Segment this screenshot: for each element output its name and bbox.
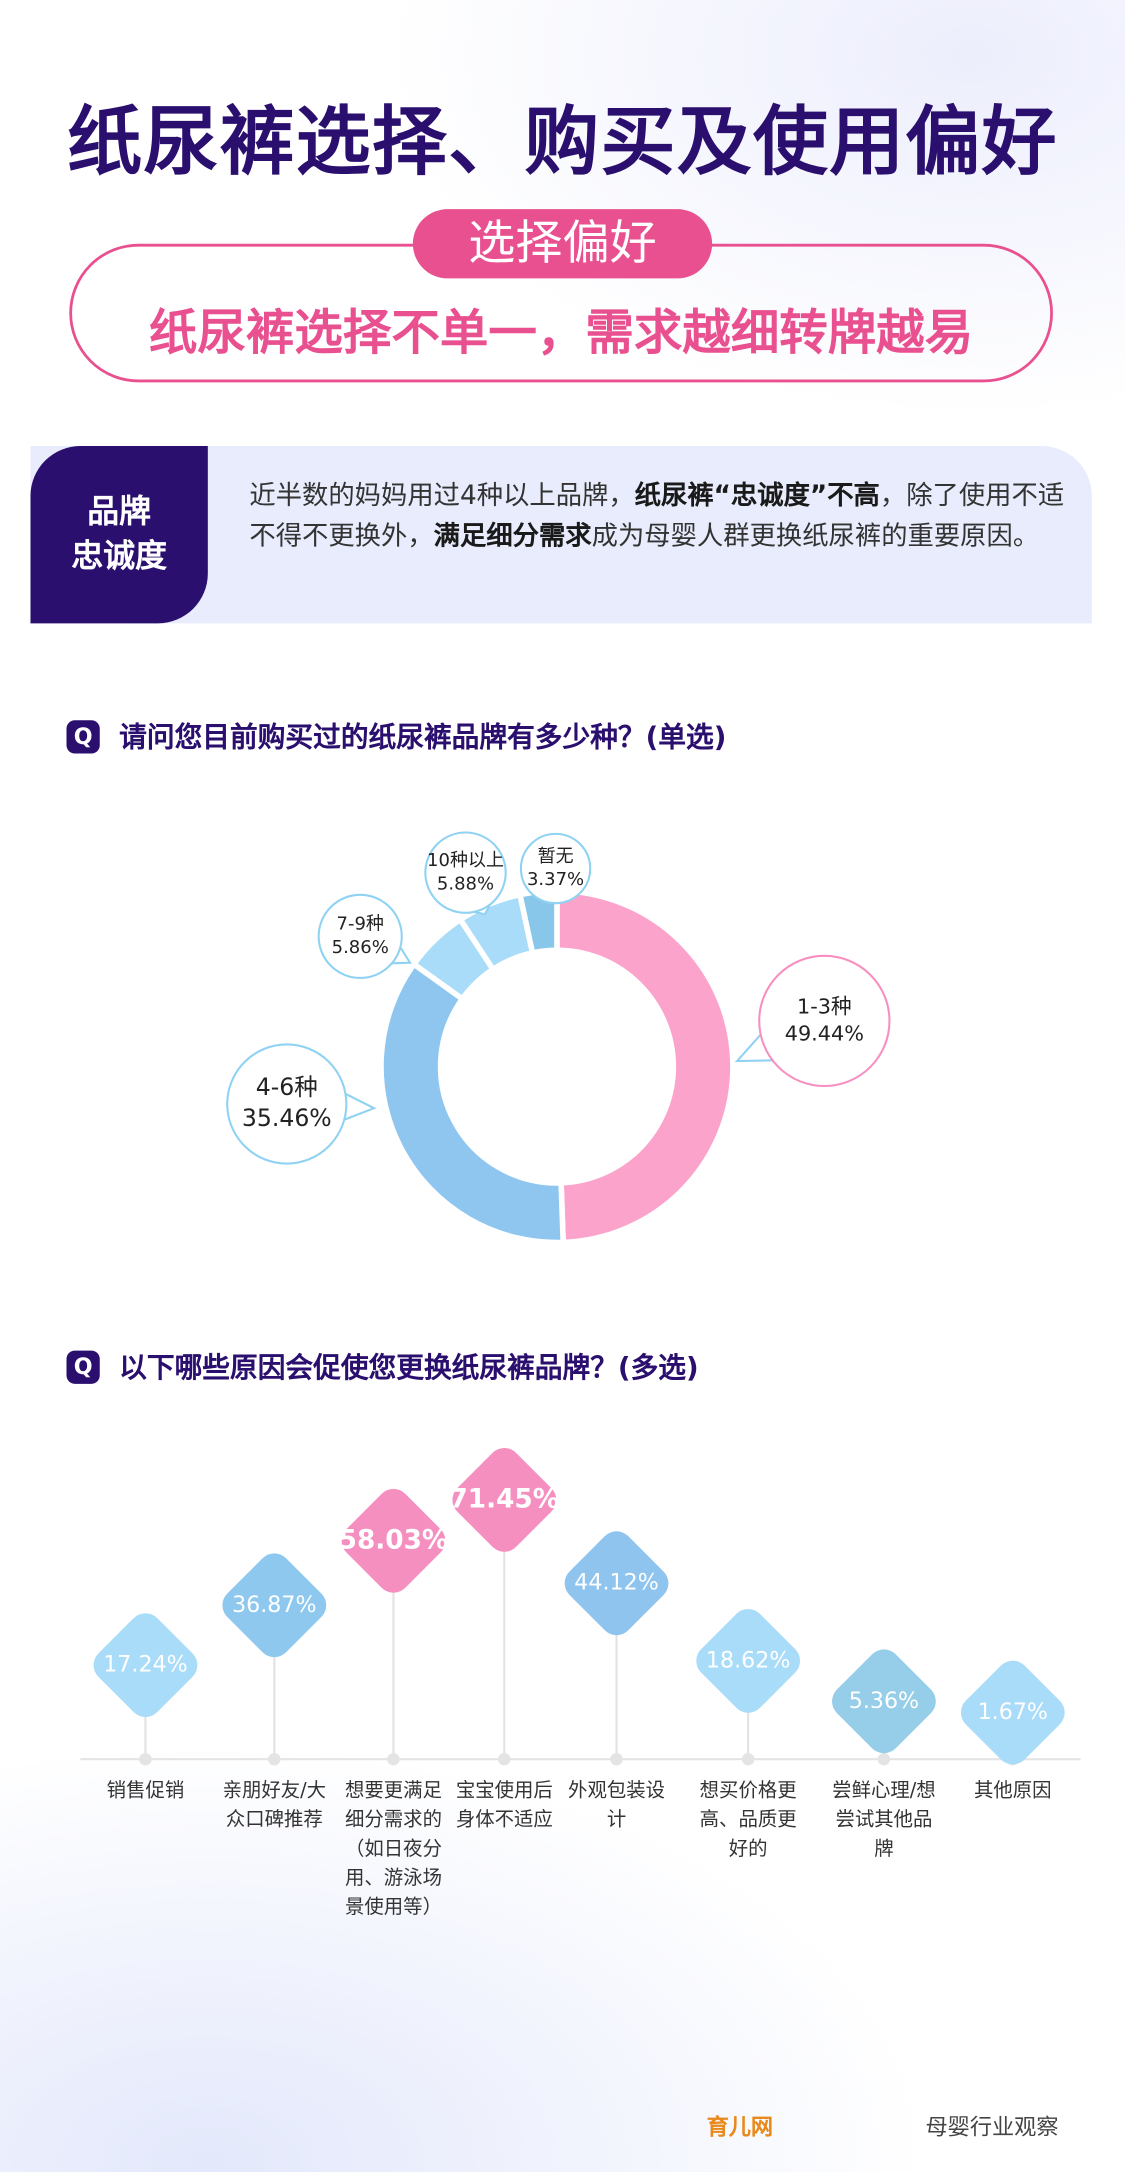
diamond [452, 1448, 557, 1552]
category-label: 尝鲜心理/想尝试其他品牌 [832, 1779, 936, 1861]
intro-text: 近半数的妈妈用过4种以上品牌，纸尿裤“忠诚度”不高，除了使用不适不得不更换外，满… [249, 477, 1066, 557]
title: 纸尿裤选择、购买及使用偏好 [67, 98, 1058, 186]
slice-label: 7-9种 [337, 914, 384, 935]
section-pill: 选择偏好 [412, 209, 713, 279]
value-label: 5.86% [332, 937, 389, 958]
category-label: 其他原因 [973, 1779, 1052, 1803]
q-icon: Q [66, 1350, 100, 1384]
diamond [564, 1531, 669, 1636]
callout-cover [228, 1045, 345, 1163]
footer-logo: 育儿网 [706, 2113, 774, 2141]
diamond [341, 1488, 446, 1593]
category-label: 宝宝使用后身体不适应 [455, 1779, 553, 1832]
text-run: 满足细分需求 [433, 520, 592, 552]
value-label: 18.62% [706, 1647, 790, 1673]
value-label: 3.37% [527, 869, 584, 890]
diamond [696, 1609, 801, 1713]
base-dot [139, 1752, 152, 1766]
base-dot [498, 1752, 511, 1766]
value-label: 17.24% [103, 1652, 187, 1678]
base-dot [387, 1752, 400, 1766]
value-label: 5.36% [849, 1688, 919, 1714]
value-label: 36.87% [232, 1592, 316, 1618]
text-run: ，除了使用不适不得不更换外， [249, 480, 1065, 552]
text-run: 纸尿裤“忠诚度”不高 [634, 480, 880, 512]
value-label: 44.12% [574, 1570, 658, 1596]
question: Q 请问您目前购买过的纸尿裤品牌有多少种？(单选) [66, 715, 727, 755]
label-line: 品牌 [87, 494, 152, 531]
chart-title: 以下哪些原因会促使您更换纸尿裤品牌？(多选) [119, 1350, 699, 1384]
base-dot [268, 1752, 281, 1766]
slice-label: 暂无 [538, 846, 574, 867]
callout-cover [522, 835, 589, 902]
footer-logo: 母婴行业观察 [925, 2113, 1059, 2141]
subtitle: 纸尿裤选择不单一，需求越细转牌越易 [148, 306, 974, 362]
diamond [93, 1613, 198, 1717]
label-line: 忠诚度 [71, 538, 167, 575]
callout-cover [320, 896, 401, 977]
donut-slice [554, 887, 736, 1246]
diamond [832, 1649, 936, 1754]
slice-label: 4-6种 [256, 1073, 318, 1101]
value-label: 49.44% [785, 1021, 864, 1045]
q-icon: Q [66, 720, 100, 754]
category-label: 想要更满足细分需求的（如日夜分用、游泳场景使用等） [344, 1779, 442, 1919]
value-label: 1.67% [978, 1699, 1048, 1725]
slice-label: 1-3种 [797, 994, 852, 1018]
value-label: 5.88% [437, 873, 494, 894]
category-label: 外观包装设计 [568, 1779, 666, 1832]
callout: 4-6种 35.46% [226, 1043, 377, 1165]
callout-cover [760, 957, 889, 1085]
callout-pointer [343, 1092, 377, 1121]
chart-title: 请问您目前购买过的纸尿裤品牌有多少种？(单选) [119, 720, 727, 754]
diamond [960, 1660, 1065, 1765]
category-label: 销售促销 [106, 1779, 185, 1803]
diamond [222, 1553, 327, 1658]
callout-pointer [391, 946, 412, 965]
value-label: 58.03% [339, 1525, 449, 1555]
callout: 1-3种 49.44% [734, 954, 891, 1088]
base-dot [877, 1752, 891, 1766]
base-dot [610, 1752, 623, 1766]
value-label: 71.45% [450, 1484, 560, 1514]
intro-label: 品牌 忠诚度 [30, 446, 208, 624]
donut-slice [378, 960, 567, 1246]
callout-cover [426, 833, 505, 912]
callout: 7-9种5.86% [317, 893, 412, 979]
base-dot [741, 1752, 755, 1766]
question: Q 以下哪些原因会促使您更换纸尿裤品牌？(多选) [66, 1345, 699, 1385]
text-run: 近半数的妈妈用过4种以上品牌， [249, 480, 635, 512]
text-run: 成为母婴人群更换纸尿裤的重要原因。 [591, 520, 1040, 552]
value-label: 35.46% [242, 1104, 332, 1132]
category-label: 亲朋好友/大众口碑推荐 [222, 1779, 327, 1832]
callout: 暂无3.37% [519, 832, 592, 905]
category-label: 想买价格更高、品质更好的 [699, 1779, 797, 1861]
slice-label: 10种以上 [427, 850, 504, 871]
